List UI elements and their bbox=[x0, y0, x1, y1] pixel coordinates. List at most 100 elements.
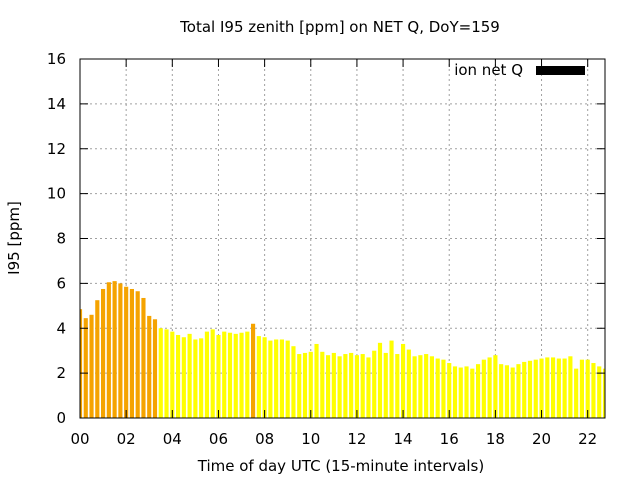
legend-label: ion net Q bbox=[454, 61, 523, 79]
x-tick-label: 14 bbox=[394, 430, 413, 448]
bar bbox=[487, 357, 492, 418]
bar bbox=[389, 340, 394, 418]
x-tick-label: 10 bbox=[301, 430, 320, 448]
legend-swatch bbox=[536, 66, 585, 75]
bar bbox=[412, 356, 417, 418]
bar bbox=[504, 365, 509, 418]
bar bbox=[326, 355, 331, 418]
bar bbox=[424, 354, 429, 418]
bar bbox=[147, 315, 152, 418]
bar bbox=[256, 336, 261, 418]
x-tick-label: 04 bbox=[163, 430, 182, 448]
bar bbox=[470, 368, 475, 418]
x-tick-label: 06 bbox=[209, 430, 228, 448]
x-tick-label: 00 bbox=[70, 430, 89, 448]
bar bbox=[579, 359, 584, 418]
bar bbox=[274, 339, 279, 418]
bar bbox=[539, 358, 544, 418]
bar bbox=[239, 332, 244, 418]
bar bbox=[308, 351, 313, 418]
bar bbox=[551, 357, 556, 418]
bar bbox=[349, 352, 354, 418]
bar bbox=[360, 354, 365, 418]
bar bbox=[314, 343, 319, 418]
bar bbox=[331, 352, 336, 418]
bar bbox=[372, 350, 377, 418]
x-tick-label: 20 bbox=[532, 430, 551, 448]
bar bbox=[452, 366, 458, 418]
bar bbox=[291, 346, 296, 418]
bar bbox=[447, 363, 452, 418]
bar bbox=[193, 339, 198, 418]
x-tick-label: 08 bbox=[255, 430, 274, 448]
legend: ion net Q bbox=[454, 61, 585, 79]
bar bbox=[499, 364, 504, 418]
bar bbox=[285, 340, 290, 418]
bar bbox=[510, 367, 515, 418]
bar bbox=[262, 337, 267, 418]
y-axis-label: I95 [ppm] bbox=[5, 201, 23, 275]
bar bbox=[112, 281, 117, 418]
bar bbox=[204, 331, 209, 418]
bar bbox=[297, 354, 302, 418]
bar bbox=[279, 339, 284, 418]
y-tick-label: 0 bbox=[56, 409, 66, 427]
bar bbox=[199, 338, 204, 418]
bar bbox=[158, 328, 163, 418]
x-axis-label: Time of day UTC (15-minute intervals) bbox=[197, 457, 484, 475]
x-tick-label: 22 bbox=[578, 430, 597, 448]
bar bbox=[516, 364, 521, 418]
bar bbox=[562, 358, 567, 418]
bar bbox=[164, 329, 169, 418]
bar bbox=[83, 318, 88, 418]
bar bbox=[141, 297, 146, 418]
bar bbox=[210, 329, 215, 418]
bar bbox=[464, 366, 469, 418]
bar bbox=[343, 354, 348, 418]
x-tick-label: 02 bbox=[117, 430, 136, 448]
y-tick-label: 4 bbox=[56, 319, 66, 337]
bar bbox=[585, 359, 590, 418]
y-tick-label: 12 bbox=[47, 140, 66, 158]
y-tick-label: 10 bbox=[47, 185, 66, 203]
bar bbox=[574, 368, 579, 418]
x-tick-label: 18 bbox=[486, 430, 505, 448]
bar bbox=[176, 334, 181, 418]
bar bbox=[268, 340, 273, 418]
chart-title: Total I95 zenith [ppm] on NET Q, DoY=159 bbox=[179, 18, 500, 36]
bar bbox=[435, 358, 440, 418]
bar bbox=[533, 359, 538, 418]
bar bbox=[597, 366, 602, 418]
bar bbox=[406, 349, 411, 418]
bar bbox=[458, 367, 463, 418]
bar bbox=[418, 355, 423, 418]
bar bbox=[401, 343, 406, 418]
bar bbox=[135, 291, 140, 418]
bar bbox=[95, 300, 100, 418]
ticks bbox=[79, 58, 605, 419]
bar bbox=[101, 288, 106, 418]
bar bbox=[366, 357, 371, 418]
bar bbox=[302, 352, 308, 418]
bar bbox=[476, 364, 481, 418]
bar bbox=[216, 334, 221, 418]
bar bbox=[245, 331, 250, 418]
bar bbox=[556, 358, 561, 418]
bar bbox=[80, 309, 83, 418]
y-tick-label: 14 bbox=[47, 95, 66, 113]
bar bbox=[568, 356, 573, 418]
x-tick-label: 16 bbox=[440, 430, 459, 448]
bar bbox=[222, 331, 227, 418]
bar bbox=[233, 333, 238, 418]
bar bbox=[522, 361, 527, 418]
bar bbox=[602, 368, 605, 418]
bar bbox=[527, 360, 533, 418]
bar bbox=[124, 286, 129, 418]
bar bbox=[354, 355, 359, 418]
bar bbox=[227, 332, 233, 418]
bar bbox=[545, 357, 550, 418]
bar bbox=[337, 356, 342, 418]
